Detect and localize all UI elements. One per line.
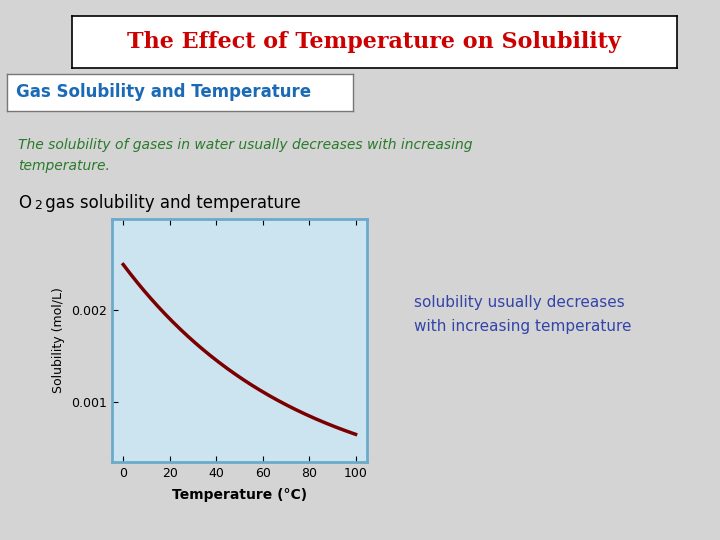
Text: with increasing temperature: with increasing temperature bbox=[414, 319, 631, 334]
Text: O: O bbox=[18, 194, 31, 212]
Text: gas solubility and temperature: gas solubility and temperature bbox=[40, 194, 300, 212]
X-axis label: Temperature (°C): Temperature (°C) bbox=[172, 488, 307, 502]
Text: The solubility of gases in water usually decreases with increasing: The solubility of gases in water usually… bbox=[18, 138, 472, 152]
Text: solubility usually decreases: solubility usually decreases bbox=[414, 295, 625, 310]
Text: temperature.: temperature. bbox=[18, 159, 110, 173]
Text: Gas Solubility and Temperature: Gas Solubility and Temperature bbox=[16, 83, 311, 102]
Text: 2: 2 bbox=[34, 199, 42, 212]
Text: The Effect of Temperature on Solubility: The Effect of Temperature on Solubility bbox=[127, 31, 621, 53]
Y-axis label: Solubility (mol/L): Solubility (mol/L) bbox=[53, 287, 66, 393]
